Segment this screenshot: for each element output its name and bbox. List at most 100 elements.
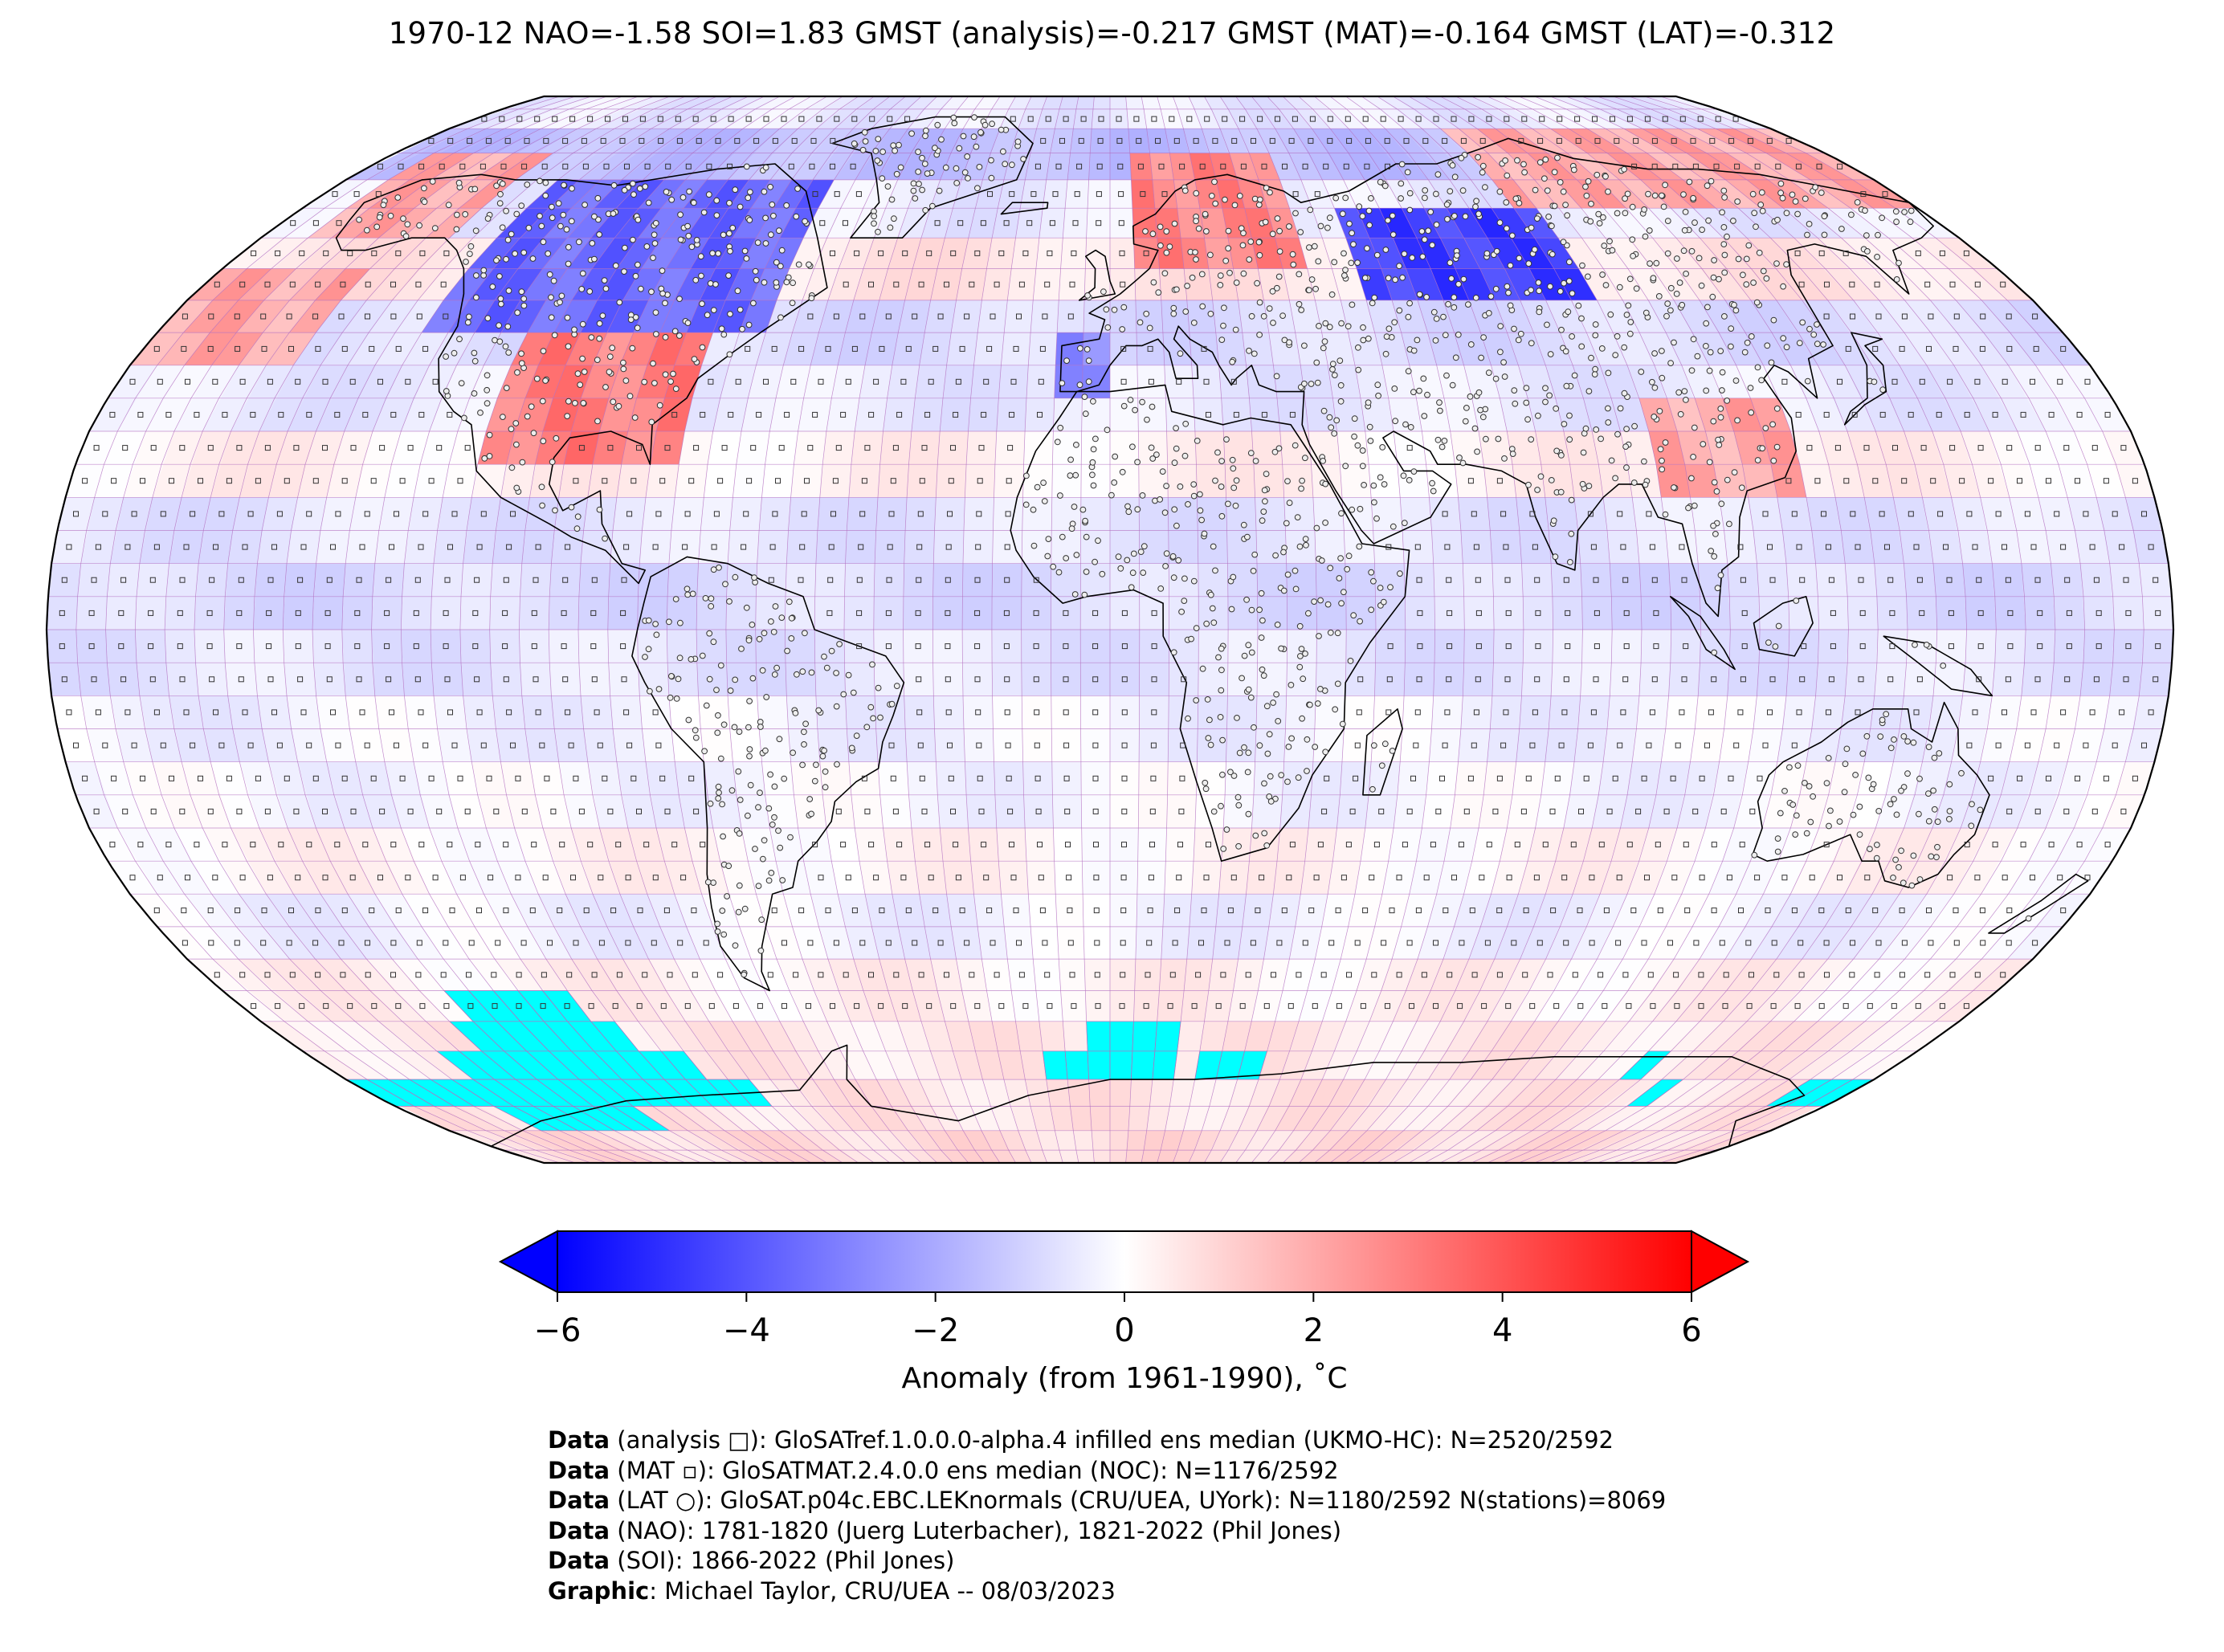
anomaly-cell: [1377, 1130, 1441, 1163]
anomaly-cell: [1704, 1021, 1794, 1080]
anomaly-cell: [1084, 959, 1110, 1022]
anomaly-cell: [522, 96, 623, 129]
colorbar-tick-label: 4: [1492, 1312, 1512, 1349]
anomaly-cell: [963, 96, 1000, 129]
anomaly-cell: [724, 96, 796, 129]
anomaly-cell: [1298, 1130, 1349, 1163]
anomaly-cell: [1128, 1079, 1153, 1131]
anomaly-cell: [798, 96, 859, 129]
anomaly-cell: [1365, 1021, 1417, 1080]
anomaly-cell: [1455, 96, 1532, 129]
anomaly-cell: [1110, 128, 1132, 180]
anomaly-cell: [1235, 96, 1275, 129]
anomaly-cell: [1700, 238, 1777, 300]
anomaly-cell: [449, 96, 560, 129]
anomaly-cell: [1393, 1130, 1459, 1163]
colorbar-tick-label: 0: [1114, 1312, 1134, 1349]
anomaly-cell: [559, 1130, 655, 1163]
anomaly-cell: [1623, 1079, 1726, 1131]
regional-cell: [468, 238, 520, 269]
anomaly-cell: [1513, 1021, 1582, 1080]
anomaly-cell: [1679, 1079, 1789, 1131]
anomaly-cell: [1235, 1130, 1275, 1163]
anomaly-cell: [664, 128, 743, 180]
anomaly-cell: [1361, 1130, 1422, 1163]
anomaly-cell: [1912, 959, 2008, 1022]
anomaly-cell: [614, 1130, 702, 1163]
anomaly-cell: [908, 1130, 953, 1163]
anomaly-cell: [1059, 959, 1087, 1022]
anomaly-cell: [1110, 238, 1136, 300]
anomaly-cell: [366, 959, 450, 1022]
anomaly-cell: [1046, 1079, 1074, 1131]
anomaly-cell: [1747, 238, 1828, 300]
anomaly-cell: [724, 1130, 796, 1163]
credit-line-mat: Data (MAT ▫): GloSATMAT.2.4.0.0 ens medi…: [548, 1456, 1339, 1484]
anomaly-cell: [1660, 1079, 1769, 1131]
anomaly-cell: [662, 1021, 728, 1080]
colorbar-ticks: −6 −4 −2 0 2 4 6: [534, 1292, 1702, 1349]
anomaly-cell: [853, 238, 898, 300]
anomaly-cell: [1300, 1021, 1346, 1080]
anomaly-cell: [651, 96, 733, 129]
anomaly-cell: [1912, 238, 2008, 300]
anomaly-cell: [777, 959, 827, 1022]
anomaly-cell: [1818, 959, 1905, 1022]
anomaly-cell: [1463, 959, 1520, 1022]
anomaly-cell: [816, 1130, 875, 1163]
anomaly-cell: [1298, 96, 1349, 129]
anomaly-cell: [1440, 1079, 1514, 1131]
anomaly-cell: [1183, 1079, 1217, 1131]
anomaly-cell: [260, 179, 367, 239]
anomaly-cell: [1275, 128, 1323, 180]
anomaly-cell: [1408, 1130, 1477, 1163]
anomaly-map: [45, 95, 2175, 1165]
anomaly-cell: [648, 959, 709, 1022]
anomaly-cell: [1640, 1021, 1724, 1080]
anomaly-cell: [1628, 1130, 1734, 1163]
anomaly-cell: [1259, 1021, 1299, 1080]
anomaly-cell: [879, 959, 921, 1022]
anomaly-cell: [1477, 1079, 1556, 1131]
anomaly-cell: [982, 128, 1018, 180]
anomaly-cell: [315, 959, 402, 1022]
anomaly-cell: [1581, 959, 1649, 1022]
anomaly-cell: [1369, 959, 1418, 1022]
anomaly-cell: [1487, 959, 1546, 1022]
anomaly-cell: [600, 128, 688, 180]
anomaly-cell: [1534, 959, 1598, 1022]
anomaly-cell: [963, 1130, 1000, 1163]
anomaly-cell: [706, 96, 780, 129]
anomaly-cell: [1550, 1130, 1642, 1163]
anomaly-cell: [1345, 959, 1393, 1022]
anomaly-cell: [1141, 1130, 1165, 1163]
anomaly-cell: [1125, 1130, 1147, 1163]
anomaly-cell: [1059, 238, 1087, 300]
anomaly-cell: [1322, 1021, 1370, 1080]
anomaly-cell: [921, 1021, 961, 1080]
anomaly-cell: [874, 1021, 920, 1080]
anomaly-cell: [1642, 1079, 1747, 1131]
anomaly-cell: [1256, 1079, 1301, 1131]
anomaly-cell: [1660, 96, 1771, 129]
anomaly-cell: [1073, 1130, 1095, 1163]
anomaly-cell: [1831, 1021, 1936, 1080]
anomaly-cell: [1841, 959, 1931, 1022]
anomaly-cell: [571, 959, 639, 1022]
anomaly-cell: [945, 1130, 985, 1163]
anomaly-cell: [1299, 238, 1341, 300]
anomaly-cell: [1055, 96, 1079, 129]
anomaly-cell: [1936, 238, 2034, 300]
anomaly-cell: [1204, 959, 1239, 1022]
anomaly-cell: [1471, 1130, 1551, 1163]
anomaly-cell: [853, 96, 906, 129]
anomaly-cell: [1267, 96, 1312, 129]
anomaly-cell: [1181, 959, 1213, 1022]
anomaly-cell: [449, 179, 537, 239]
anomaly-cell: [669, 1130, 749, 1163]
colorbar-label: Anomaly (from 1961-1990), ˚C: [902, 1362, 1348, 1395]
anomaly-cell: [1393, 959, 1443, 1022]
anomaly-cell: [1157, 959, 1187, 1022]
anomaly-cell: [897, 128, 945, 180]
anomaly-cell: [1534, 1130, 1624, 1163]
